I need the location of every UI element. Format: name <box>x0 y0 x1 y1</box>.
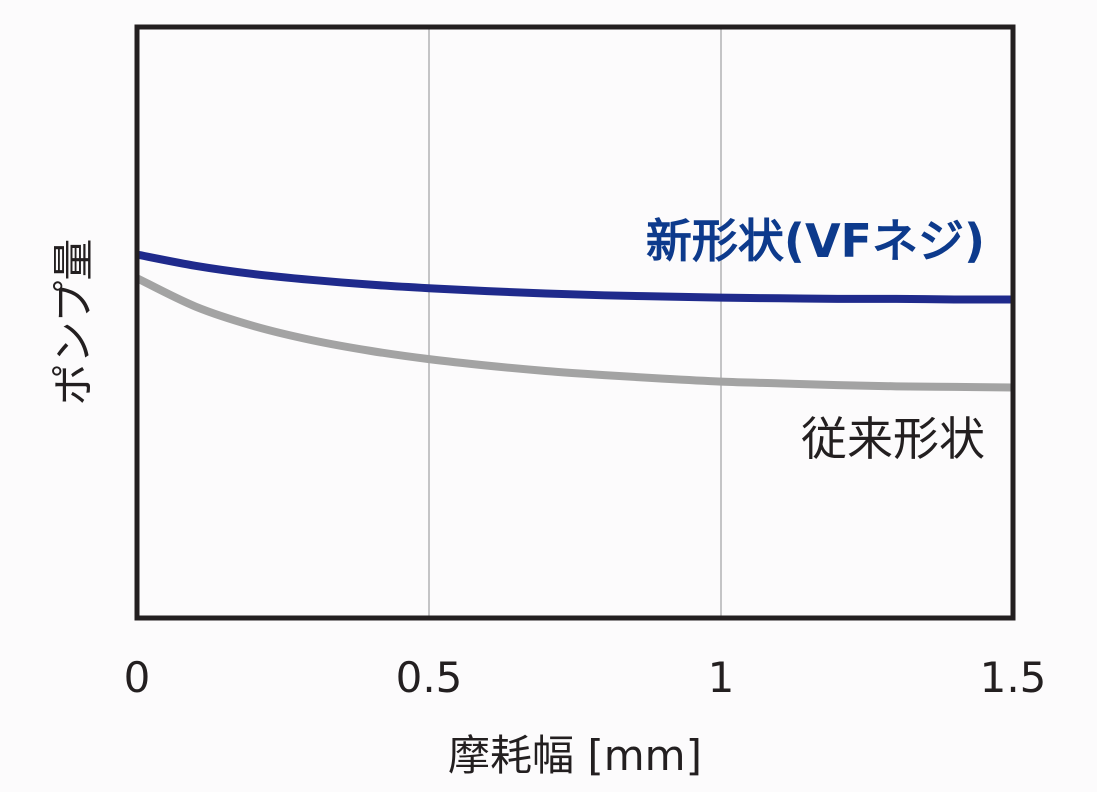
y-axis-title: ポンプ量 <box>49 239 98 406</box>
plot-frame <box>134 24 1016 621</box>
x-tick-label-2: 1 <box>708 653 735 702</box>
series-line-new-shape <box>136 250 1014 304</box>
series-label-conventional-shape: 従来形状 <box>801 412 985 466</box>
series-group <box>135 250 1014 392</box>
x-tick-label-0: 0 <box>124 653 151 702</box>
grid-lines <box>428 27 722 618</box>
x-tick-label-3: 1.5 <box>980 653 1047 702</box>
x-tick-labels: 0 0.5 1 1.5 <box>124 653 1047 702</box>
series-label-new-shape: 新形状(VFネジ) <box>646 214 985 268</box>
series-line-conventional-shape <box>135 274 1014 392</box>
x-axis-title: 摩耗幅 [mm] <box>448 731 702 780</box>
x-tick-label-1: 0.5 <box>396 653 463 702</box>
